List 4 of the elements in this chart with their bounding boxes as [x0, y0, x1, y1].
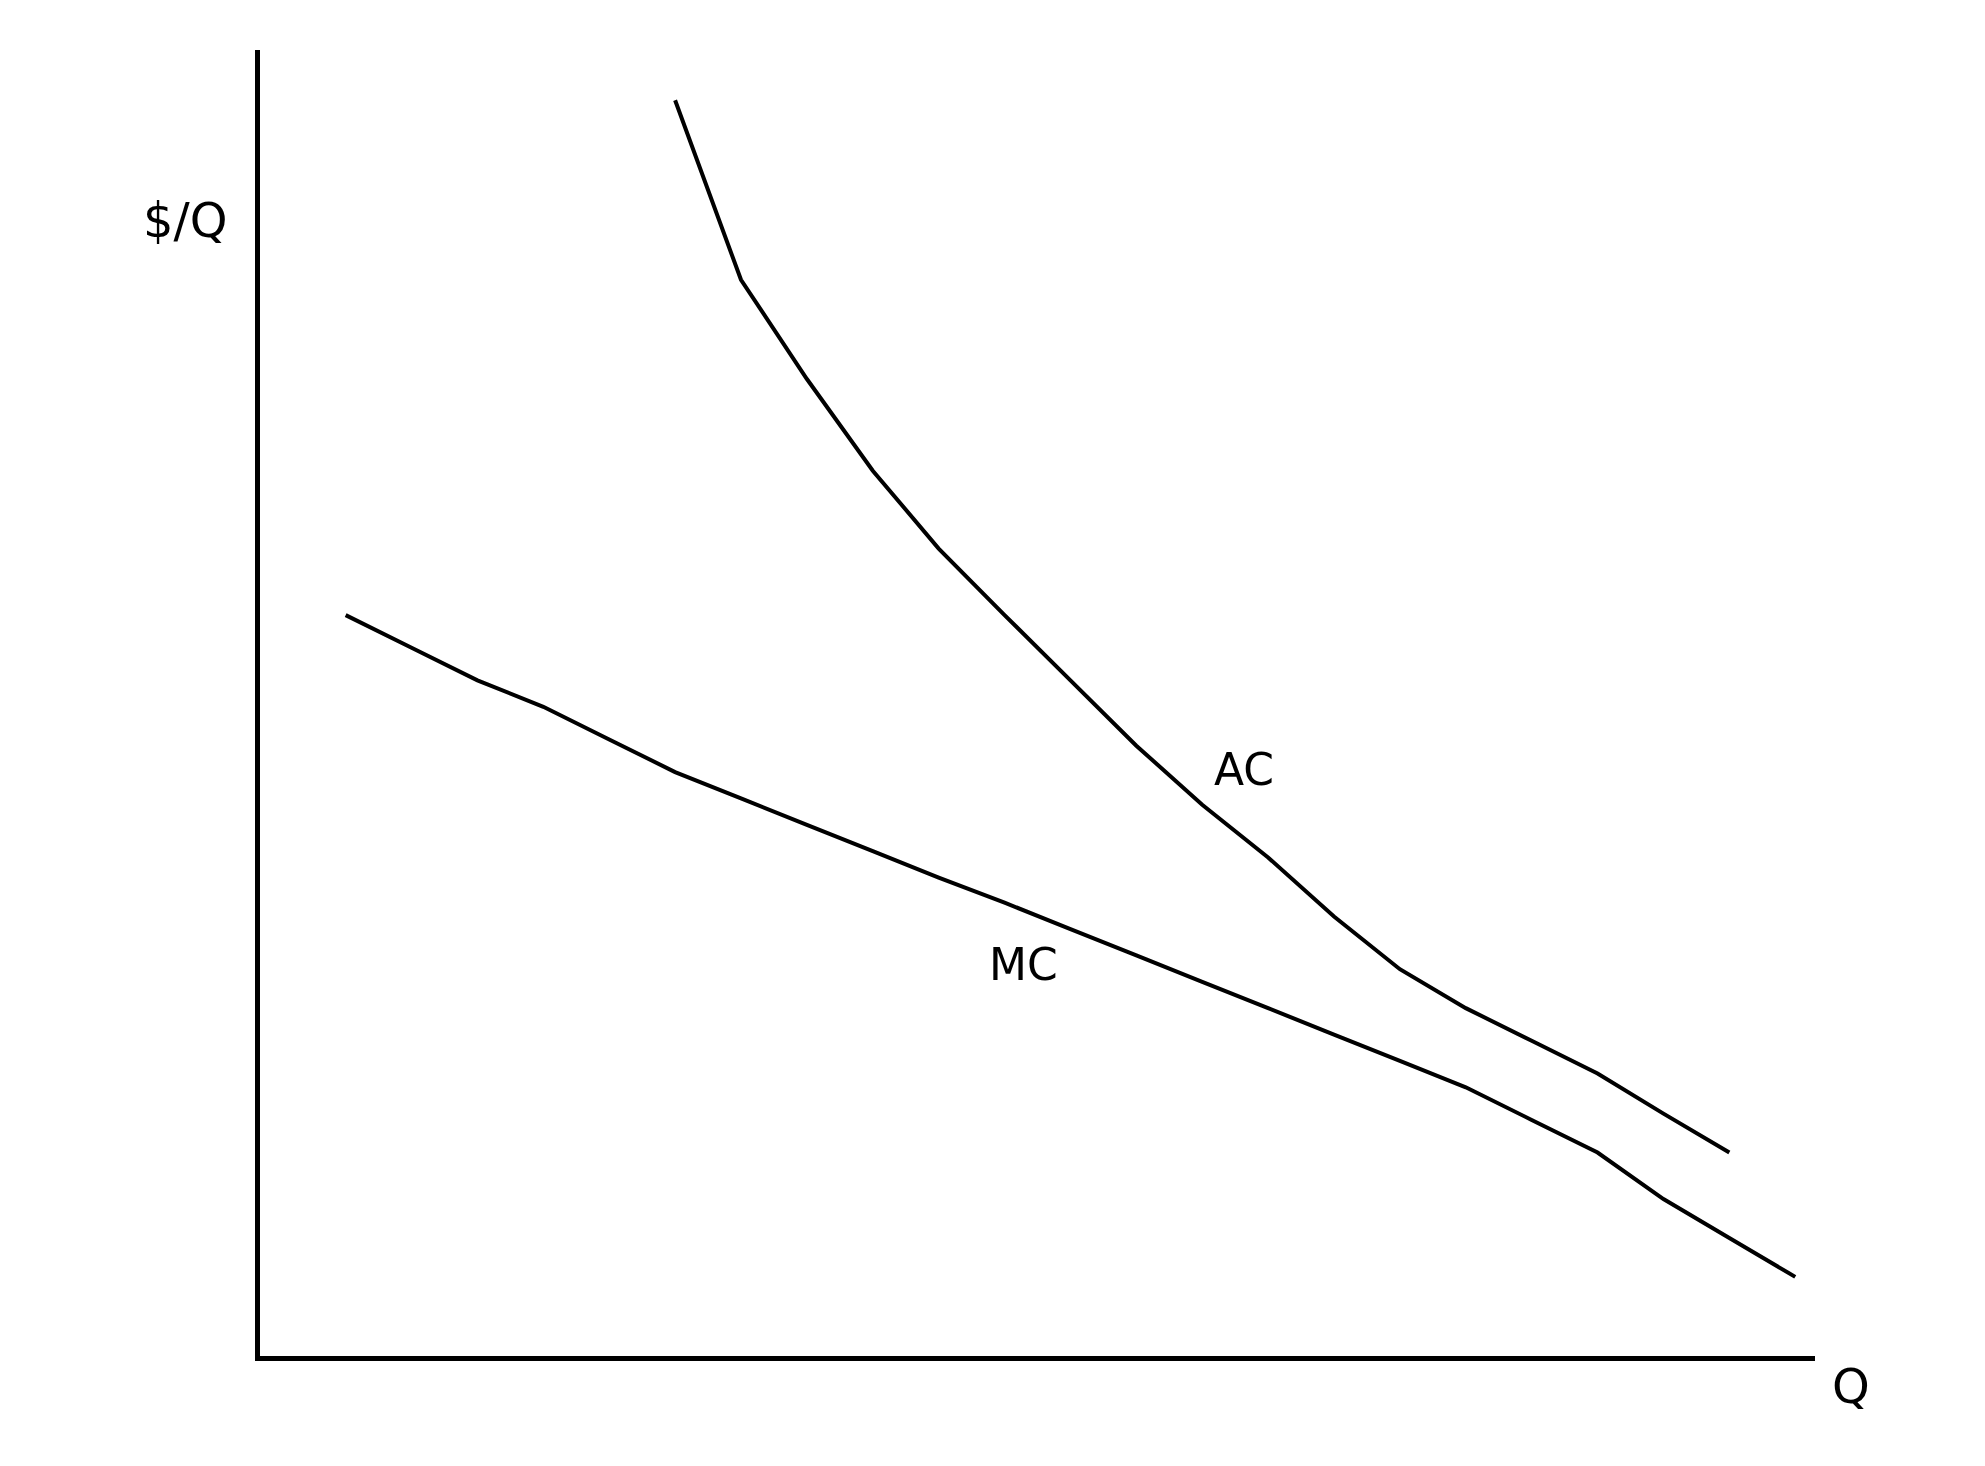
y-axis-title: $/Q [143, 192, 228, 248]
series-label: AC [1214, 744, 1275, 795]
series-label: MC [989, 939, 1058, 990]
x-axis-title: Q [1832, 1358, 1870, 1414]
